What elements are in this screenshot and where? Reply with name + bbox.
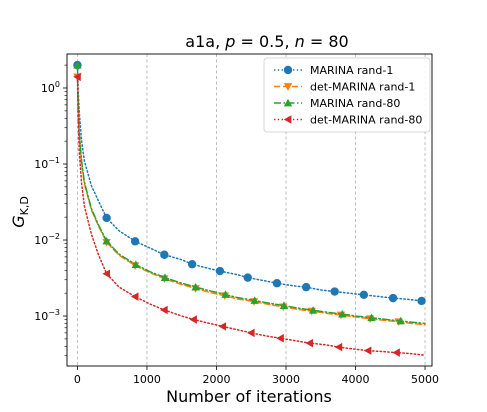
series-marker [216,267,224,275]
legend-label: det-MARINA rand-80 [310,114,422,127]
chart-title-main: a1a, [185,32,225,51]
chart-title: a1a, p = 0.5, n = 80 [185,32,348,51]
series-marker [131,237,139,245]
series-marker [330,287,338,295]
x-tick-label: 4000 [342,373,370,386]
chart-title-p-symbol: p [224,32,235,51]
y-axis-label-sub: K,D [18,196,31,215]
series-marker [244,273,252,281]
series-marker [188,260,196,268]
series-marker [417,297,425,305]
series-marker [273,279,281,287]
series-marker [302,283,310,291]
x-tick-label: 1000 [133,373,161,386]
series-marker [102,214,110,222]
x-tick-label: 2000 [202,373,230,386]
chart-title-n-symbol: n [295,32,305,51]
legend-label: MARINA rand-1 [310,64,393,77]
legend-label: MARINA rand-80 [310,97,400,110]
y-axis-label-main: G [9,215,28,227]
x-tick-label: 5000 [411,373,439,386]
legend-marker [284,66,292,74]
chart-title-p-value: = 0.5, [235,32,294,51]
x-tick-label: 3000 [272,373,300,386]
legend-label: det-MARINA rand-1 [310,81,415,94]
chart-title-n-value: = 80 [305,32,349,51]
series-marker [389,294,397,302]
legend: MARINA rand-1 det-MARINA rand-1 MARINA ran… [264,58,430,132]
series-marker [160,251,168,259]
x-tick-label: 0 [74,373,81,386]
x-axis-label: Number of iterations [166,387,332,406]
series-marker [360,291,368,299]
